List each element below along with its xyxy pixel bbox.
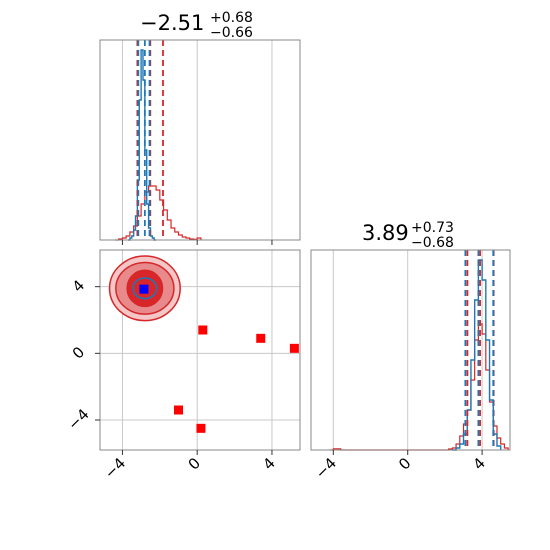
joint-marker-3 bbox=[174, 405, 184, 415]
joint-xtick-label-0: −4 bbox=[101, 454, 129, 482]
right-frame bbox=[310, 249, 511, 451]
title-param2-value: 3.89 bbox=[362, 221, 409, 245]
title-param2: 3.89 +0.73 −0.68 bbox=[362, 220, 454, 251]
joint-ytick-label-2: 4 bbox=[69, 276, 88, 295]
joint-xtick-label-1: 0 bbox=[185, 454, 204, 473]
title-param2-upper: +0.73 bbox=[411, 220, 454, 236]
joint-truth-marker bbox=[139, 284, 149, 294]
top-hist-b bbox=[114, 185, 202, 241]
title-param1-upper: +0.68 bbox=[210, 10, 253, 26]
right-hist-b bbox=[329, 323, 509, 451]
right-xtick-label-1: 0 bbox=[395, 454, 414, 473]
top-frame bbox=[99, 39, 301, 241]
joint-frame bbox=[99, 249, 301, 451]
marginal-panel-param2: −4 0 4 bbox=[310, 249, 511, 482]
joint-marker-2 bbox=[289, 343, 299, 353]
title-param1: −2.51 +0.68 −0.66 bbox=[140, 10, 253, 41]
title-param2-lower: −0.68 bbox=[411, 235, 454, 251]
joint-marker-4 bbox=[196, 423, 206, 433]
joint-ytick-label-1: 0 bbox=[69, 343, 88, 362]
joint-ytick-label-0: −4 bbox=[64, 405, 92, 433]
joint-panel: −4 0 4 −4 0 4 bbox=[64, 249, 301, 482]
title-param1-lower: −0.66 bbox=[210, 25, 253, 41]
right-xtick-label-0: −4 bbox=[312, 454, 340, 482]
joint-contour-a bbox=[132, 277, 158, 300]
top-hist-a bbox=[128, 49, 157, 241]
joint-marker-1 bbox=[256, 333, 266, 343]
joint-xtick-label-2: 4 bbox=[259, 454, 278, 473]
right-xtick-label-2: 4 bbox=[469, 454, 488, 473]
joint-marker-0 bbox=[198, 325, 208, 335]
marginal-panel-param1 bbox=[99, 39, 301, 245]
title-param1-value: −2.51 bbox=[140, 11, 204, 35]
